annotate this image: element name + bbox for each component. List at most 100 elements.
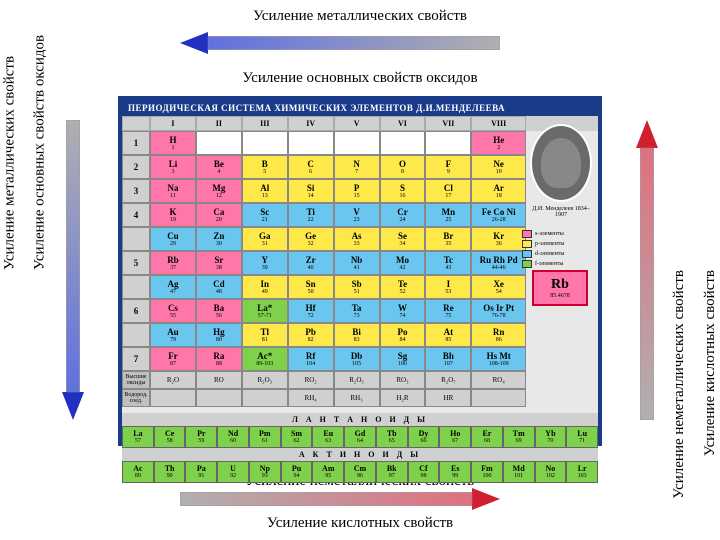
element-cell: Cf98 bbox=[408, 461, 440, 483]
legend-label: d-элементы bbox=[535, 251, 564, 257]
element-cell: B5 bbox=[242, 155, 288, 179]
element-cell: Xe54 bbox=[471, 275, 526, 299]
element-cell: Tm69 bbox=[503, 426, 535, 448]
element-cell: Cm96 bbox=[344, 461, 376, 483]
sample-symbol: Rb bbox=[534, 277, 586, 293]
element-cell: Rb37 bbox=[150, 251, 196, 275]
period-number: 6 bbox=[122, 299, 150, 323]
label-top-inner: Усиление основных свойств оксидов bbox=[242, 70, 477, 87]
actinides-title: А К Т И Н О И Д Ы bbox=[122, 448, 598, 461]
element-cell: Sc21 bbox=[242, 203, 288, 227]
period-row: 2Li3Be4B5C6N7O8F9Ne10 bbox=[122, 155, 598, 179]
period-row: Ag47Cd48In49Sn50Sb51Te52I53Xe54 bbox=[122, 275, 598, 299]
element-cell: Os Ir Pt76-78 bbox=[471, 299, 526, 323]
oxide-formula: RO bbox=[196, 371, 242, 389]
element-cell bbox=[242, 131, 288, 155]
element-cell: Si14 bbox=[288, 179, 334, 203]
oxide-formula: H₂R bbox=[380, 389, 426, 407]
element-cell: Cu29 bbox=[150, 227, 196, 251]
element-cell: Mo42 bbox=[380, 251, 426, 275]
periodic-table-title: ПЕРИОДИЧЕСКАЯ СИСТЕМА ХИМИЧЕСКИХ ЭЛЕМЕНТ… bbox=[122, 100, 598, 116]
oxide-row: Высшие оксидыR₂OROR₂O₃RO₂R₂O₅RO₃R₂O₇RO₄ bbox=[122, 371, 598, 389]
element-cell: Cr24 bbox=[380, 203, 426, 227]
period-row: 6Cs55Ba56La*57-71Hf72Ta73W74Re75Os Ir Pt… bbox=[122, 299, 598, 323]
element-cell: Rn86 bbox=[471, 323, 526, 347]
element-cell: Ag47 bbox=[150, 275, 196, 299]
element-cell: Sg106 bbox=[380, 347, 426, 371]
legend-swatch bbox=[522, 230, 532, 238]
element-cell: At85 bbox=[425, 323, 471, 347]
element-cell: Bh107 bbox=[425, 347, 471, 371]
element-cell: Dy66 bbox=[408, 426, 440, 448]
group-header-VIII: VIII bbox=[471, 116, 526, 131]
label-left-inner: Усиление основных свойств оксидов bbox=[32, 35, 49, 270]
element-cell: I53 bbox=[425, 275, 471, 299]
element-cell: Hg80 bbox=[196, 323, 242, 347]
element-cell: Gd64 bbox=[344, 426, 376, 448]
element-cell: Se34 bbox=[380, 227, 426, 251]
group-header-row: IIIIIIIVVVIVIIVIII bbox=[122, 116, 598, 131]
period-number: 2 bbox=[122, 155, 150, 179]
legend-item: p-элементы bbox=[522, 240, 592, 248]
mendeleev-portrait bbox=[530, 124, 592, 202]
element-cell: F9 bbox=[425, 155, 471, 179]
element-cell: Te52 bbox=[380, 275, 426, 299]
element-cell: Nb41 bbox=[334, 251, 380, 275]
element-cell: Rf104 bbox=[288, 347, 334, 371]
element-cell: Lr103 bbox=[566, 461, 598, 483]
element-cell: Ac89 bbox=[122, 461, 154, 483]
element-cell: Sn50 bbox=[288, 275, 334, 299]
element-cell: Db105 bbox=[334, 347, 380, 371]
element-cell: Np93 bbox=[249, 461, 281, 483]
arrow-bottom bbox=[180, 488, 500, 510]
period-number bbox=[122, 227, 150, 251]
periodic-table: ПЕРИОДИЧЕСКАЯ СИСТЕМА ХИМИЧЕСКИХ ЭЛЕМЕНТ… bbox=[118, 96, 602, 446]
legend-label: s-элементы bbox=[535, 231, 564, 237]
element-cell: Fe Co Ni26-28 bbox=[471, 203, 526, 227]
element-cell: He2 bbox=[471, 131, 526, 155]
period-number: 3 bbox=[122, 179, 150, 203]
group-header-III: III bbox=[242, 116, 288, 131]
oxide-formula: R₂O₃ bbox=[242, 371, 288, 389]
sample-element-cell: Rb 85.4678 bbox=[532, 270, 588, 306]
period-header bbox=[122, 116, 150, 131]
element-cell: Tb65 bbox=[376, 426, 408, 448]
group-header-V: V bbox=[334, 116, 380, 131]
oxide-row-label: Высшие оксиды bbox=[122, 371, 150, 389]
lanthanides-row: La57Ce58Pr59Nd60Pm61Sm62Eu63Gd64Tb65Dy66… bbox=[122, 426, 598, 448]
element-cell: U92 bbox=[217, 461, 249, 483]
mendeleev-caption: Д.И. Менделеев 1834–1907 bbox=[530, 206, 592, 218]
group-header-II: II bbox=[196, 116, 242, 131]
legend-item: s-элементы bbox=[522, 230, 592, 238]
element-cell: Ar18 bbox=[471, 179, 526, 203]
label-top-outer: Усиление металлических свойств bbox=[253, 8, 467, 25]
group-header-VI: VI bbox=[380, 116, 426, 131]
element-cell: Bi83 bbox=[334, 323, 380, 347]
legend-label: f-элементы bbox=[535, 261, 563, 267]
oxide-formula: RH₄ bbox=[288, 389, 334, 407]
element-cell: Cs55 bbox=[150, 299, 196, 323]
element-cell: Er68 bbox=[471, 426, 503, 448]
element-cell: Sm62 bbox=[281, 426, 313, 448]
element-cell: Kr36 bbox=[471, 227, 526, 251]
period-row: 7Fr87Ra88Ac*89-103Rf104Db105Sg106Bh107Hs… bbox=[122, 347, 598, 371]
period-number bbox=[122, 275, 150, 299]
legend-swatch bbox=[522, 240, 532, 248]
legend-item: f-элементы bbox=[522, 260, 592, 268]
element-cell: Na11 bbox=[150, 179, 196, 203]
group-header-VII: VII bbox=[425, 116, 471, 131]
legend-swatch bbox=[522, 250, 532, 258]
element-cell bbox=[196, 131, 242, 155]
element-cell: Ne10 bbox=[471, 155, 526, 179]
legend-swatch bbox=[522, 260, 532, 268]
period-row: Au79Hg80Tl81Pb82Bi83Po84At85Rn86 bbox=[122, 323, 598, 347]
label-bottom-outer: Усиление кислотных свойств bbox=[267, 515, 453, 532]
element-cell: Sb51 bbox=[334, 275, 380, 299]
oxide-formula: R₂O bbox=[150, 371, 196, 389]
element-cell: Mn25 bbox=[425, 203, 471, 227]
element-cell: C6 bbox=[288, 155, 334, 179]
oxide-formula bbox=[471, 389, 526, 407]
element-cell: Pr59 bbox=[185, 426, 217, 448]
element-cell: Tc43 bbox=[425, 251, 471, 275]
element-cell: Am95 bbox=[312, 461, 344, 483]
